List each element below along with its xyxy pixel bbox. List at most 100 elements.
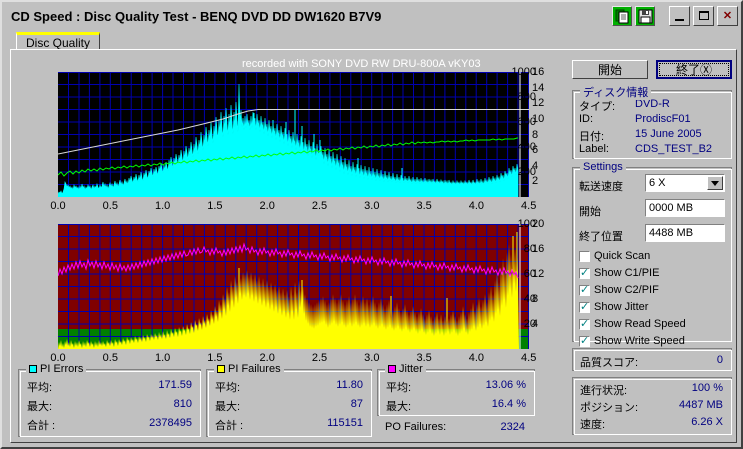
checkbox-label: Show Jitter: [594, 301, 649, 313]
progress-label: 進行状況:: [580, 385, 628, 397]
checkbox-label: Show C2/PIF: [594, 284, 659, 296]
pi-errors-max-value: 810: [173, 398, 192, 410]
top-xtick-7: 3.5: [416, 200, 432, 212]
window-title: CD Speed : Disc Quality Test - BENQ DVD …: [11, 8, 382, 24]
pi-errors-avg-value: 171.59: [158, 379, 192, 391]
disc-info-group: ディスク情報 タイプ: DVD-R ID: ProdiscF01 日付: 15 …: [572, 84, 732, 159]
start-button-label: 開始: [597, 63, 622, 77]
top-ytick-0: 1000: [511, 66, 536, 78]
disc-type-value: DVD-R: [635, 98, 670, 110]
stop-button[interactable]: 終了Ⓧ: [656, 60, 732, 79]
bot-xtick-7: 3.5: [416, 352, 432, 364]
end-mb-input[interactable]: 4488 MB: [645, 224, 725, 242]
pi-errors-title: PI Errors: [26, 363, 87, 375]
maximize-button[interactable]: [693, 6, 714, 26]
maximize-icon: [699, 11, 709, 20]
bot-xtick-1: 0.5: [102, 352, 118, 364]
chevron-down-icon[interactable]: [707, 176, 723, 190]
speed-select[interactable]: 6 X: [645, 174, 725, 192]
bottom-chart: 100 80 60 40 20 20 16 12 8 4 0.0 0.5 1.0…: [16, 218, 544, 365]
bot-ytick-2: 60: [523, 268, 536, 280]
top-ytick-1: 800: [517, 91, 536, 103]
start-button[interactable]: 開始: [572, 60, 648, 79]
start-mb-input[interactable]: 0000 MB: [645, 199, 725, 217]
top-rtick-6: 4: [532, 159, 539, 172]
checkbox-show-jitter[interactable]: ✓ Show Jitter: [579, 301, 648, 313]
pi-failures-area: [58, 234, 519, 349]
checkbox-show-read-speed[interactable]: ✓ Show Read Speed: [579, 318, 686, 330]
checkbox-show-c1-pie[interactable]: ✓ Show C1/PIE: [579, 267, 659, 279]
checkbox-icon[interactable]: ✓: [579, 283, 590, 296]
top-rtick-2: 12: [532, 97, 545, 110]
pi-failures-avg-label: 平均:: [215, 382, 241, 394]
checkbox-label: Quick Scan: [594, 250, 651, 262]
stop-button-label: 終了Ⓧ: [675, 63, 712, 77]
bot-xtick-3: 1.5: [207, 352, 223, 364]
write-speed-line: [58, 109, 529, 155]
pi-failures-spikes: [238, 232, 518, 349]
top-rtick-1: 14: [532, 81, 545, 94]
bottom-chart-plot[interactable]: [58, 224, 529, 349]
pi-failures-title: PI Failures: [214, 363, 284, 375]
disc-label-label: Label:: [579, 143, 609, 155]
save-icon[interactable]: [635, 6, 655, 26]
checkbox-label: Show Write Speed: [594, 335, 685, 347]
pi-errors-total-value: 2378495: [149, 417, 192, 429]
quality-score-value: 0: [716, 354, 723, 366]
bot-rtick-4: 4: [532, 318, 539, 330]
checkbox-icon[interactable]: ✓: [579, 300, 590, 313]
checkbox-show-c2-pif[interactable]: ✓ Show C2/PIF: [579, 284, 659, 296]
position-label: ポジション:: [580, 402, 639, 414]
checkbox-icon[interactable]: [579, 250, 590, 262]
checkbox-icon[interactable]: ✓: [579, 266, 590, 279]
top-chart-plot[interactable]: [58, 72, 529, 197]
minimize-button[interactable]: [669, 6, 690, 26]
top-xtick-2: 1.0: [154, 200, 171, 212]
top-chart-canvas: [58, 72, 529, 197]
top-xtick-3: 1.5: [207, 200, 223, 212]
disc-date-value: 15 June 2005: [635, 128, 702, 140]
checkbox-label: Show Read Speed: [594, 318, 686, 330]
top-xtick-9: 4.5: [521, 200, 537, 212]
top-xtick-5: 2.5: [311, 200, 328, 212]
checkbox-icon[interactable]: ✓: [579, 317, 590, 330]
speed-status-value: 6.26 X: [691, 416, 723, 428]
bot-xtick-9: 4.5: [521, 352, 537, 364]
bot-xtick-0: 0.0: [50, 352, 66, 364]
tab-disc-quality[interactable]: Disc Quality: [16, 32, 101, 50]
disc-type-label: タイプ:: [579, 101, 616, 113]
checkbox-quick-scan[interactable]: Quick Scan: [579, 250, 650, 262]
jitter-title: Jitter: [385, 363, 426, 375]
end-mb-label: 終了位置: [579, 231, 623, 243]
pi-errors-avg-label: 平均:: [27, 382, 53, 394]
po-failures-value: 2324: [500, 421, 525, 433]
top-xtick-1: 0.5: [102, 200, 118, 212]
pi-errors-spikes: [205, 95, 403, 197]
bot-rtick-2: 12: [532, 268, 545, 280]
pi-failures-avg-value: 11.80: [336, 379, 363, 391]
speed-label: 転送速度: [579, 181, 623, 193]
top-rtick-4: 8: [532, 128, 539, 141]
jitter-color-swatch: [388, 365, 396, 373]
checkbox-icon[interactable]: ✓: [579, 334, 590, 347]
start-mb-label: 開始: [579, 206, 601, 218]
title-bar: CD Speed : Disc Quality Test - BENQ DVD …: [4, 4, 741, 28]
pi-errors-color-swatch: [29, 365, 37, 373]
jitter-avg-value: 13.06 %: [485, 379, 526, 391]
recorded-with-note: recorded with SONY DVD RW DRU-800A vKY03: [242, 58, 481, 70]
close-button[interactable]: ✕: [717, 6, 738, 26]
progress-value: 100 %: [691, 382, 723, 394]
top-xtick-8: 4.0: [468, 200, 485, 212]
copy-icon[interactable]: [612, 6, 632, 26]
checkbox-show-write-speed[interactable]: ✓ Show Write Speed: [579, 335, 685, 347]
close-icon: ✕: [722, 9, 733, 22]
quality-score-panel: 品質スコア: 0: [572, 348, 732, 371]
bot-xtick-8: 4.0: [468, 352, 485, 364]
pi-failures-max-label: 最大:: [215, 401, 241, 413]
settings-title: Settings: [580, 161, 626, 173]
minimize-icon: [675, 19, 684, 21]
quality-score-label: 品質スコア:: [580, 357, 639, 369]
po-failures-label: PO Failures:: [385, 421, 447, 433]
tab-label: Disc Quality: [26, 35, 91, 50]
bot-ytick-4: 20: [523, 318, 536, 330]
